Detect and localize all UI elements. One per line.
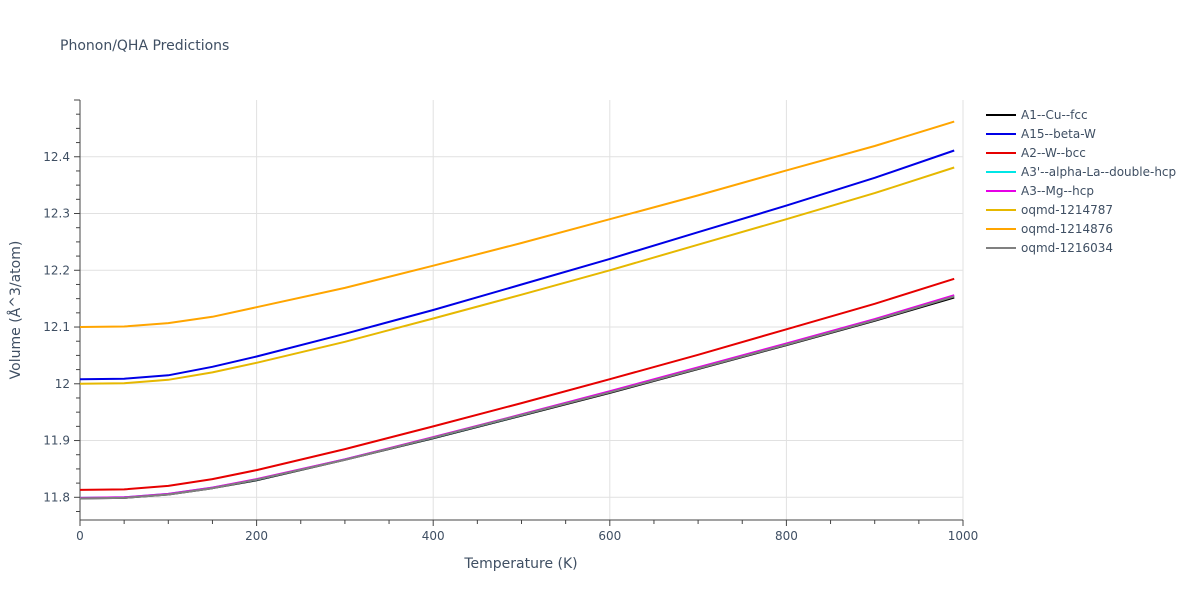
y-tick-label: 12.4: [43, 150, 70, 164]
legend-label: A1--Cu--fcc: [1021, 108, 1088, 122]
x-tick-labels: 0 200 400 600 800 1000: [76, 529, 978, 543]
series-line-A1--Cu--fcc: [79, 296, 955, 500]
y-tick-label: 11.9: [43, 434, 70, 448]
legend-label: A2--W--bcc: [1021, 146, 1086, 160]
series-line-A3--Mg--hcp: [79, 294, 955, 499]
legend-item[interactable]: A15--beta-W: [986, 127, 1096, 141]
x-axis-title: Temperature (K): [463, 556, 577, 572]
series-line-oqmd-1216034: [79, 295, 955, 500]
y-tick-labels: 11.8 11.9 12 12.1 12.2 12.3 12.4: [43, 150, 70, 505]
y-tick-label: 12: [55, 377, 70, 391]
y-tick-label: 12.3: [43, 207, 70, 221]
legend-label: oqmd-1214787: [1021, 203, 1113, 217]
series-line-oqmd-1214787: [79, 166, 955, 385]
legend-item[interactable]: oqmd-1214876: [986, 222, 1113, 236]
legend-label: oqmd-1214876: [1021, 222, 1113, 236]
legend-item[interactable]: A3--Mg--hcp: [986, 184, 1094, 198]
x-tick-label: 1000: [948, 529, 979, 543]
legend-label: oqmd-1216034: [1021, 241, 1113, 255]
legend-item[interactable]: oqmd-1214787: [986, 203, 1113, 217]
series-line-A15--beta-W: [79, 149, 955, 381]
legend-label: A3'--alpha-La--double-hcp: [1021, 165, 1176, 179]
y-tick-label: 12.2: [43, 263, 70, 277]
grid: [80, 100, 964, 520]
x-tick-label: 0: [76, 529, 84, 543]
legend-label: A3--Mg--hcp: [1021, 184, 1094, 198]
series-line-oqmd-1214876: [79, 120, 955, 328]
legend-item[interactable]: A2--W--bcc: [986, 146, 1086, 160]
legend[interactable]: A1--Cu--fcc A15--beta-W A2--W--bcc A3'--alp…: [986, 108, 1176, 255]
series-line-A2--W--bcc: [79, 277, 955, 491]
chart-title: Phonon/QHA Predictions: [60, 38, 229, 54]
legend-label: A15--beta-W: [1021, 127, 1096, 141]
series-line-A3'--alpha-La--double-hcp: [79, 294, 955, 499]
x-tick-label: 600: [598, 529, 621, 543]
legend-item[interactable]: oqmd-1216034: [986, 241, 1113, 255]
y-tick-label: 11.8: [43, 490, 70, 504]
x-tick-label: 800: [775, 529, 798, 543]
series-lines: [79, 120, 955, 500]
y-tick-label: 12.1: [43, 320, 70, 334]
legend-item[interactable]: A3'--alpha-La--double-hcp: [986, 165, 1176, 179]
axes: [74, 99, 964, 526]
legend-item[interactable]: A1--Cu--fcc: [986, 108, 1088, 122]
y-axis-title: Volume (Å^3/atom): [7, 241, 24, 380]
x-tick-label: 200: [245, 529, 268, 543]
x-tick-label: 400: [422, 529, 445, 543]
